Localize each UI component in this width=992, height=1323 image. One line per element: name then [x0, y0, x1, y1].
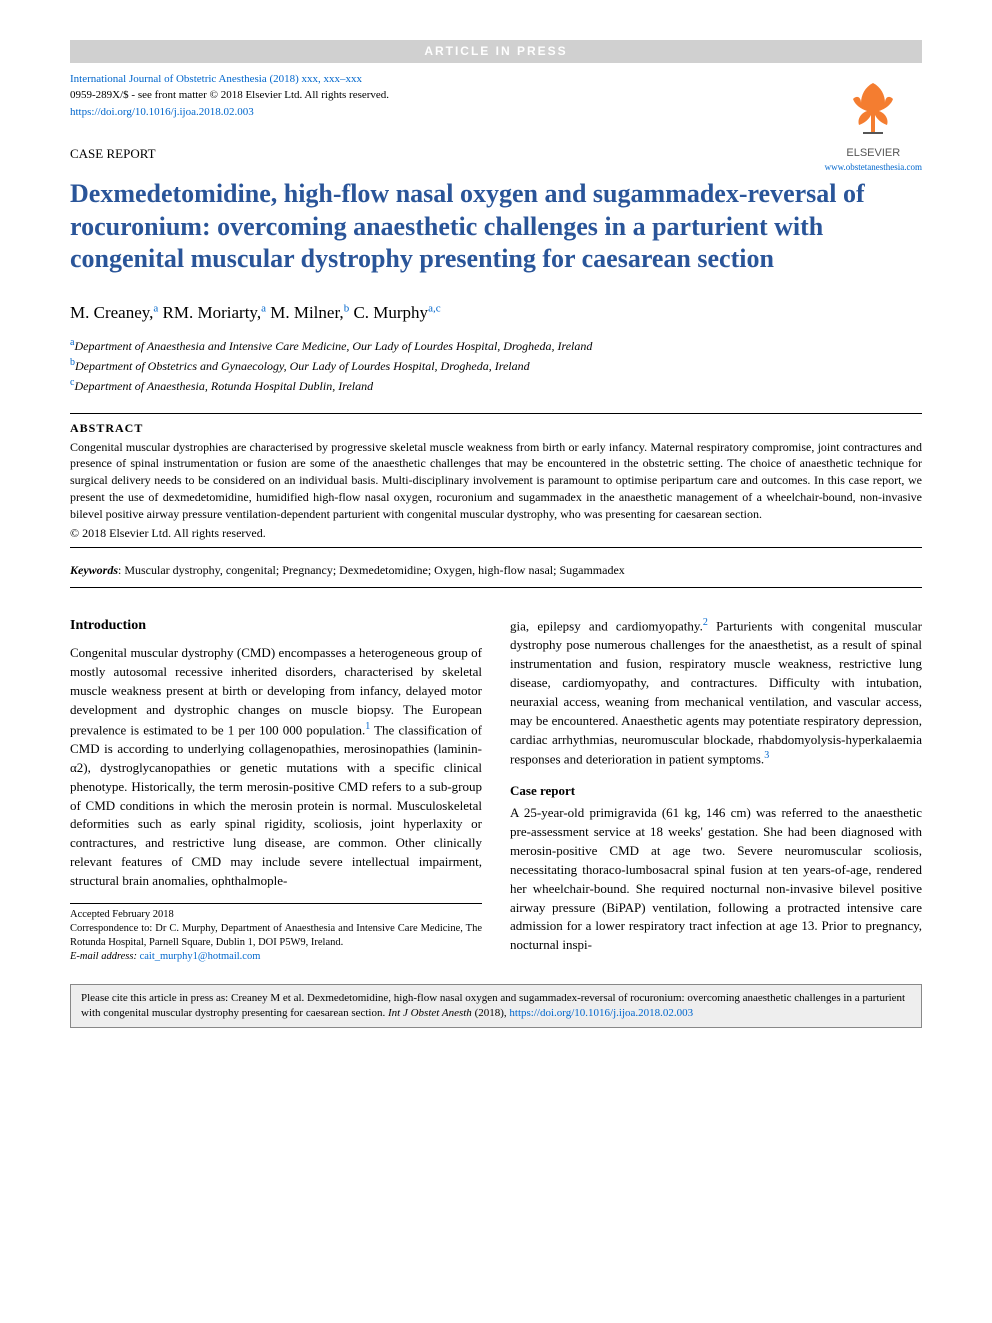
author-affiliation-marker: a,c [428, 302, 441, 314]
abstract-text: Congenital muscular dystrophies are char… [70, 439, 922, 523]
affiliations-block: aDepartment of Anaesthesia and Intensive… [70, 335, 922, 395]
keywords-label: Keywords [70, 563, 118, 577]
body-two-column: Introduction Congenital muscular dystrop… [70, 616, 922, 964]
author-name: M. Milner, [270, 303, 343, 322]
elsevier-tree-icon [843, 75, 903, 140]
author-name: M. Creaney, [70, 303, 153, 322]
affiliation-text: Department of Anaesthesia, Rotunda Hospi… [74, 379, 373, 393]
author-affiliation-marker: a [153, 302, 158, 314]
citation-marker[interactable]: 3 [764, 750, 769, 761]
publisher-logo-block: ELSEVIER www.obstetanesthesia.com [825, 75, 922, 174]
divider [70, 547, 922, 548]
citation-year: (2018), [472, 1007, 510, 1019]
affiliation-text: Department of Obstetrics and Gynaecology… [75, 359, 530, 373]
citation-doi-link[interactable]: https://doi.org/10.1016/j.ijoa.2018.02.0… [509, 1007, 693, 1019]
column-left: Introduction Congenital muscular dystrop… [70, 616, 482, 964]
keywords-line: Keywords: Muscular dystrophy, congenital… [70, 562, 922, 579]
abstract-heading: ABSTRACT [70, 420, 922, 437]
introduction-heading: Introduction [70, 616, 482, 636]
divider [70, 413, 922, 414]
article-in-press-banner: ARTICLE IN PRESS [70, 40, 922, 63]
divider [70, 587, 922, 588]
paragraph-text: Parturients with congenital muscular dys… [510, 618, 922, 766]
author-name: C. Murphy [353, 303, 428, 322]
email-line: E-mail address: cait_murphy1@hotmail.com [70, 950, 482, 964]
doi-link[interactable]: https://doi.org/10.1016/j.ijoa.2018.02.0… [70, 106, 254, 118]
author-name: RM. Moriarty, [163, 303, 262, 322]
author-list: M. Creaney,a RM. Moriarty,a M. Milner,b … [70, 301, 922, 325]
abstract-copyright: © 2018 Elsevier Ltd. All rights reserved… [70, 525, 922, 542]
citation-journal: Int J Obstet Anesth [388, 1007, 472, 1019]
keywords-text: : Muscular dystrophy, congenital; Pregna… [118, 563, 625, 577]
author-affiliation-marker: b [344, 302, 350, 314]
affiliation-text: Department of Anaesthesia and Intensive … [74, 339, 592, 353]
journal-reference: International Journal of Obstetric Anest… [70, 73, 362, 85]
article-title: Dexmedetomidine, high-flow nasal oxygen … [70, 178, 922, 276]
article-footer-block: Accepted February 2018 Correspondence to… [70, 903, 482, 965]
publisher-url[interactable]: www.obstetanesthesia.com [825, 162, 922, 172]
paragraph-text: The classification of CMD is according t… [70, 722, 482, 888]
article-type-label: CASE REPORT [70, 145, 922, 163]
citation-box: Please cite this article in press as: Cr… [70, 984, 922, 1028]
intro-continuation-paragraph: gia, epilepsy and cardiomyopathy.2 Partu… [510, 616, 922, 769]
issn-copyright-line: 0959-289X/$ - see front matter © 2018 El… [70, 89, 389, 101]
introduction-paragraph: Congenital muscular dystrophy (CMD) enco… [70, 644, 482, 890]
corresponding-email[interactable]: cait_murphy1@hotmail.com [140, 951, 261, 962]
column-right: gia, epilepsy and cardiomyopathy.2 Partu… [510, 616, 922, 964]
correspondence-text: Correspondence to: Dr C. Murphy, Departm… [70, 922, 482, 950]
publisher-name: ELSEVIER [825, 146, 922, 161]
paragraph-text: gia, epilepsy and cardiomyopathy. [510, 618, 703, 633]
author-affiliation-marker: a [261, 302, 266, 314]
email-label: E-mail address: [70, 951, 140, 962]
case-report-paragraph: A 25-year-old primigravida (61 kg, 146 c… [510, 804, 922, 955]
case-report-heading: Case report [510, 782, 922, 801]
header-meta: International Journal of Obstetric Anest… [70, 71, 922, 121]
accepted-date: Accepted February 2018 [70, 908, 482, 922]
